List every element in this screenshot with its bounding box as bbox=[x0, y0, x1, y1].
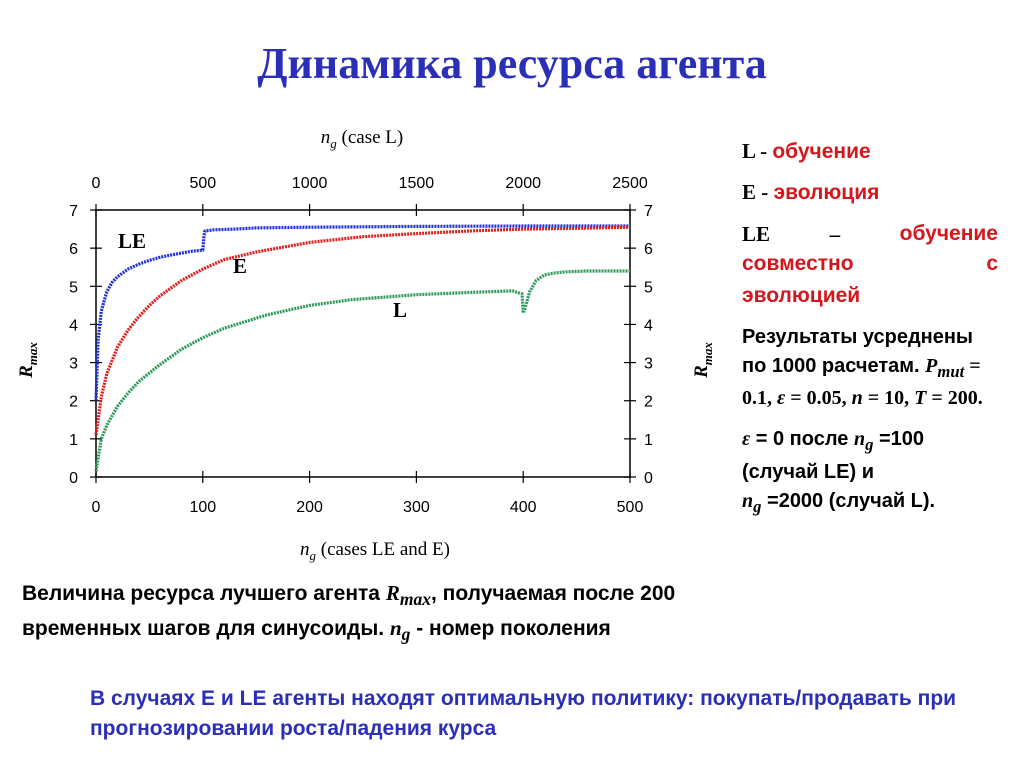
y-tick-label-left: 5 bbox=[69, 279, 78, 296]
left-y-axis-title: Rmax bbox=[16, 342, 40, 379]
y-tick-label-right: 2 bbox=[644, 394, 653, 411]
caption-text-a: Величина ресурса лучшего агента bbox=[22, 582, 386, 605]
legend-value-le-2: совместно bbox=[742, 252, 854, 276]
bottom-axis-title-sub: g bbox=[310, 548, 317, 563]
slide-title: Динамика ресурса агента bbox=[257, 39, 767, 88]
eps-note-nsub: g bbox=[865, 435, 874, 455]
y-tick-label-left: 2 bbox=[69, 394, 78, 411]
caption-text-c: - номер поколения bbox=[410, 616, 611, 640]
params-note-psub: mut bbox=[937, 362, 965, 382]
resource-chart: ng (case L) ng (cases LE and E) Rmax Rma… bbox=[16, 127, 715, 563]
legend-value-le-3: с bbox=[986, 252, 998, 276]
eps-note-n2: n bbox=[742, 489, 754, 512]
y-tick-label-right: 7 bbox=[644, 203, 653, 220]
legend-key-l: L - bbox=[742, 139, 773, 163]
legend-dash-le: – bbox=[829, 221, 841, 246]
x-top-tick-label: 1000 bbox=[292, 175, 328, 192]
params-note-d: = 10, bbox=[862, 387, 915, 410]
caption-rsub: max bbox=[399, 589, 431, 610]
eps-note-eps: ε bbox=[742, 428, 751, 451]
caption-n: n bbox=[389, 615, 402, 640]
legend-key-le: LE bbox=[742, 221, 771, 246]
legend-panel: L - обучение E - эволюция LE – обучение … bbox=[742, 136, 998, 529]
params-note-c: = 0.05, bbox=[785, 387, 852, 410]
y-tick-label-right: 5 bbox=[644, 279, 653, 296]
bottom-axis-title: ng (cases LE and E) bbox=[300, 539, 450, 563]
y-tick-label-left: 0 bbox=[69, 470, 78, 487]
legend-value-e: эволюция bbox=[773, 181, 880, 205]
legend-value-l: обучение bbox=[772, 140, 871, 163]
top-axis-title-sub: g bbox=[330, 136, 337, 151]
caption-r: R bbox=[385, 581, 400, 605]
series-line-e bbox=[94, 225, 631, 436]
top-axis-title-n: n bbox=[321, 127, 331, 148]
params-note-p: P bbox=[925, 355, 938, 378]
x-bottom-tick-label: 200 bbox=[296, 499, 323, 516]
left-y-axis-title-sub: max bbox=[25, 342, 40, 366]
params-note-n: n bbox=[851, 387, 863, 410]
y-tick-label-right: 0 bbox=[644, 470, 653, 487]
caption-text-b: , получаемая после 200 временных шагов д… bbox=[22, 582, 676, 640]
x-top-tick-label: 2000 bbox=[505, 175, 541, 192]
legend-value-le-1: обучение bbox=[899, 221, 998, 245]
legend-item-e: E - эволюция bbox=[742, 177, 998, 208]
params-note-e: = 200. bbox=[926, 387, 983, 410]
y-tick-label-left: 4 bbox=[69, 317, 78, 334]
bottom-axis-title-n: n bbox=[300, 539, 310, 560]
x-bottom-tick-label: 400 bbox=[510, 499, 537, 516]
params-note-b: = 0.1, bbox=[742, 355, 981, 410]
y-tick-label-right: 3 bbox=[644, 356, 653, 373]
legend-key-e: E - bbox=[742, 180, 774, 205]
series-line-le bbox=[94, 224, 630, 401]
eps-note: ε = 0 после ng =100 (случай LE) и ng =200… bbox=[742, 425, 998, 518]
params-note: Результаты усреднены по 1000 расчетам. P… bbox=[742, 323, 998, 413]
series-label-l: L bbox=[393, 298, 407, 322]
right-y-axis-title-sub: max bbox=[700, 342, 715, 366]
y-tick-label-left: 1 bbox=[69, 432, 78, 449]
y-tick-label-left: 3 bbox=[69, 356, 78, 373]
x-bottom-tick-label: 500 bbox=[617, 499, 644, 516]
x-bottom-tick-label: 100 bbox=[189, 499, 216, 516]
x-top-tick-label: 1500 bbox=[399, 175, 435, 192]
y-tick-label-right: 1 bbox=[644, 432, 653, 449]
series-label-le: LE bbox=[118, 229, 146, 253]
x-top-tick-label: 0 bbox=[92, 175, 101, 192]
eps-note-b: =100 (случай LE) и bbox=[742, 428, 925, 483]
left-y-axis-title-main: R bbox=[16, 365, 37, 379]
eps-note-c: =2000 (случай L). bbox=[761, 489, 936, 512]
eps-note-n2sub: g bbox=[753, 496, 762, 516]
figure-caption: Величина ресурса лучшего агента Rmax, по… bbox=[22, 578, 702, 647]
x-bottom-tick-label: 0 bbox=[92, 499, 101, 516]
x-top-tick-label: 2500 bbox=[612, 175, 648, 192]
y-tick-label-right: 4 bbox=[644, 317, 653, 334]
top-axis-title-rest: (case L) bbox=[337, 127, 403, 148]
params-note-eps: ε bbox=[777, 387, 786, 410]
y-tick-label-left: 6 bbox=[69, 241, 78, 258]
series-line-l bbox=[94, 269, 630, 472]
legend-item-le: LE – обучение совместно с эволюцией bbox=[742, 219, 998, 311]
x-top-tick-label: 500 bbox=[189, 175, 216, 192]
right-y-axis-title-main: R bbox=[691, 365, 712, 379]
legend-value-le-4: эволюцией bbox=[742, 283, 861, 307]
y-tick-label-left: 7 bbox=[69, 203, 78, 220]
y-tick-label-right: 6 bbox=[644, 241, 653, 258]
conclusion-text: В случаях Е и LE агенты находят оптималь… bbox=[90, 687, 957, 741]
eps-note-a: = 0 после bbox=[750, 428, 854, 451]
bottom-axis-title-rest: (cases LE and E) bbox=[316, 539, 450, 560]
plot-frame bbox=[95, 209, 631, 478]
caption-nsub: g bbox=[401, 623, 411, 644]
x-bottom-tick-label: 300 bbox=[403, 499, 430, 516]
legend-item-l: L - обучение bbox=[742, 136, 998, 167]
right-y-axis-title: Rmax bbox=[691, 342, 715, 379]
params-note-t: T bbox=[914, 387, 927, 410]
top-axis-title: ng (case L) bbox=[321, 127, 403, 151]
eps-note-n: n bbox=[853, 428, 866, 451]
params-note-text: Результаты усреднены по 1000 расчетам. bbox=[742, 326, 974, 378]
series-label-e: E bbox=[233, 254, 247, 278]
